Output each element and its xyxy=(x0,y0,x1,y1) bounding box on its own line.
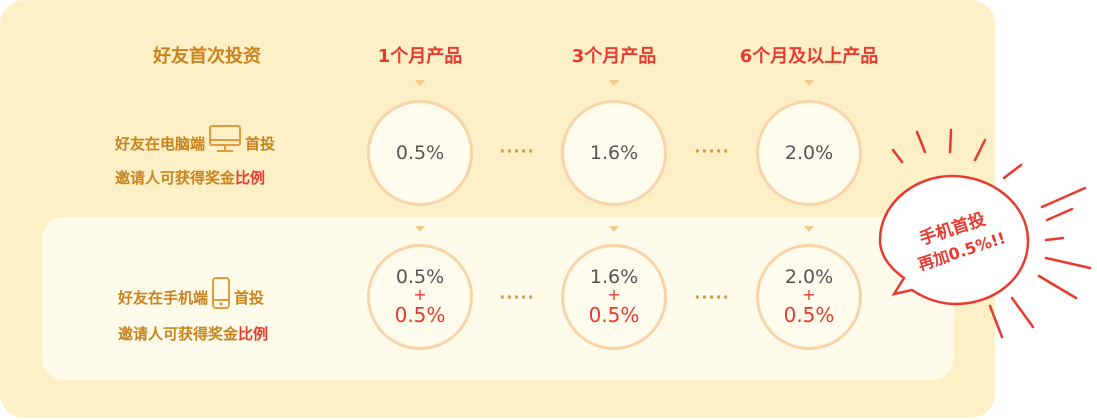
rate-value: 1.6% xyxy=(589,142,639,164)
header-product-3m: 3个月产品 xyxy=(571,46,657,67)
mobile-label-ratio: 比例 xyxy=(238,325,269,343)
pc-label-ratio: 比例 xyxy=(235,169,266,187)
separator-dots: ····· xyxy=(499,141,535,161)
separator-dots: ····· xyxy=(694,141,730,161)
mobile-label-pre: 好友在手机端 xyxy=(118,288,209,307)
pc-label-pre: 好友在电脑端 xyxy=(115,134,206,153)
pc-label-line2: 邀请人可获得奖金 xyxy=(115,169,236,187)
rate-value: 0.5% xyxy=(395,142,445,164)
mobile-row-label: 好友在手机端 首投 邀请人可获得奖金 比例 xyxy=(118,276,268,349)
mobile-rate-3m: 1.6% + 0.5% xyxy=(561,244,667,350)
pc-row-label: 好友在电脑端 首投 邀请人可获得奖金 比例 xyxy=(115,124,275,193)
arrow-down-icon xyxy=(415,80,425,86)
mobile-rate-1m: 0.5% + 0.5% xyxy=(367,244,473,350)
rate-value: 2.0% xyxy=(784,142,834,164)
separator-dots: ····· xyxy=(499,287,535,307)
arrow-down-icon xyxy=(609,226,619,232)
pc-label-post: 首投 xyxy=(245,134,276,153)
mobile-rate-6m: 2.0% + 0.5% xyxy=(756,244,862,350)
plus-sign: + xyxy=(607,285,621,304)
arrow-down-icon xyxy=(415,226,425,232)
rate-value: 0.5% xyxy=(395,266,445,288)
phone-icon xyxy=(211,276,231,320)
bonus-value: 0.5% xyxy=(783,303,835,327)
separator-dots: ····· xyxy=(694,287,730,307)
header-product-6m: 6个月及以上产品 xyxy=(739,46,879,67)
plus-sign: + xyxy=(802,285,816,304)
header-product-1m: 1个月产品 xyxy=(377,46,463,67)
bonus-value: 0.5% xyxy=(394,303,446,327)
arrow-down-icon xyxy=(804,226,814,232)
pc-rate-6m: 2.0% xyxy=(756,100,862,206)
monitor-icon xyxy=(208,124,242,164)
arrow-down-icon xyxy=(609,80,619,86)
plus-sign: + xyxy=(413,285,427,304)
header-first-invest: 好友首次投资 xyxy=(153,46,261,67)
rate-value: 2.0% xyxy=(784,266,834,288)
mobile-label-line2: 邀请人可获得奖金 xyxy=(118,325,239,343)
pc-rate-1m: 0.5% xyxy=(367,100,473,206)
arrow-down-icon xyxy=(804,80,814,86)
mobile-label-post: 首投 xyxy=(234,288,265,307)
pc-rate-3m: 1.6% xyxy=(561,100,667,206)
rate-value: 1.6% xyxy=(589,266,639,288)
bonus-value: 0.5% xyxy=(588,303,640,327)
